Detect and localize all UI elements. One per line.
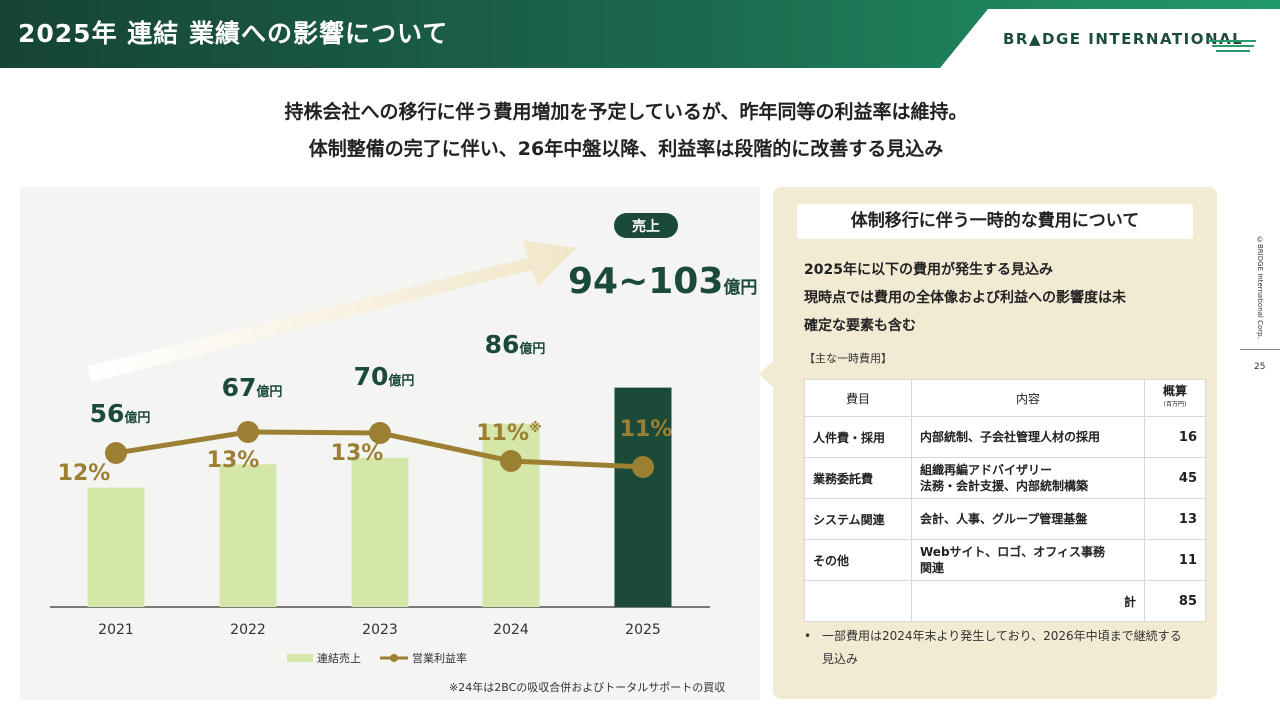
header-amount: 概算 (百万円): [1144, 379, 1206, 417]
tick-label-2023: 2023: [362, 622, 398, 638]
bar-2025: [614, 387, 672, 607]
tick-label-2021: 2021: [98, 622, 134, 638]
margin-point-2025: [632, 456, 654, 478]
description-line: 現時点では費用の全体像および利益への影響度は未: [804, 290, 1126, 306]
description-line: 確定な要素も含む: [804, 318, 916, 334]
bar-value-label: 67億円: [222, 373, 283, 402]
bar-value-label: 70億円: [354, 362, 415, 391]
lead-line-1: 持株会社への移行に伴う費用増加を予定しているが、昨年同等の利益率は維持。: [284, 101, 968, 123]
total-label: 計: [911, 580, 1145, 622]
tick-label-2022: 2022: [230, 622, 266, 638]
row-content: Webサイト、ロゴ、オフィス事務 関連: [911, 539, 1145, 581]
row-content: 組織再編アドバイザリー 法務・会計支援、内部統制構築: [911, 457, 1145, 499]
bullet-icon: •: [804, 629, 812, 643]
row-item: 業務委託費: [804, 457, 912, 499]
bar-2021: [87, 487, 145, 607]
margin-label: 11%: [620, 417, 673, 442]
description-line: 2025年に以下の費用が発生する見込み: [804, 262, 1053, 278]
legend-bar-swatch: [287, 654, 313, 662]
cost-table: 費目 内容 概算 (百万円) 人件費・採用 内部統制、子会社管理人材の採用 16 業務委…: [804, 379, 1206, 622]
table-row: 業務委託費 組織再編アドバイザリー 法務・会計支援、内部統制構築 45: [804, 457, 1206, 499]
row-content: 内部統制、子会社管理人材の採用: [911, 416, 1145, 458]
row-item: その他: [804, 539, 912, 581]
row-amount: 45: [1144, 457, 1206, 499]
row-item: 人件費・採用: [804, 416, 912, 458]
divider: [1240, 349, 1280, 350]
header-item: 費目: [804, 379, 912, 417]
margin-point-2022: [237, 421, 259, 443]
tick-label-2025: 2025: [625, 622, 661, 638]
margin-label: 12%: [58, 461, 111, 486]
bar-value-label: 56億円: [90, 399, 151, 428]
cost-table-heading: 【主な一時費用】: [804, 352, 892, 365]
logo-panel: [940, 9, 1280, 68]
row-amount: 11: [1144, 539, 1206, 581]
chart-footnote: ※24年は2BCの吸収合併およびトータルサポートの買収: [449, 681, 726, 694]
header-amount-label: 概算: [1162, 384, 1187, 398]
trend-arrow-icon: [88, 240, 577, 382]
bar-value-label: 86億円: [485, 330, 546, 359]
margin-point-2024: [500, 450, 522, 472]
bar-2022: [219, 464, 277, 607]
bar-2023: [351, 457, 409, 607]
page-title: 2025年 連結 業績への影響について: [18, 19, 449, 48]
margin-label: 13%: [207, 448, 260, 473]
table-row: システム関連 会計、人事、グループ管理基盤 13: [804, 498, 1206, 540]
cost-note-text: 一部費用は2024年末より発生しており、2026年中頃まで継続する見込み: [822, 629, 1182, 666]
legend-line-marker: [390, 654, 398, 662]
table-header-row: 費目 内容 概算 (百万円): [804, 379, 1206, 417]
table-row: 人件費・採用 内部統制、子会社管理人材の採用 16: [804, 416, 1206, 458]
page-number: 25: [1254, 362, 1266, 372]
header-amount-unit: (百万円): [1163, 401, 1187, 408]
forecast-badge-label: 売上: [632, 218, 660, 235]
copyright-text: ©BRIDGE International Corp.: [1256, 236, 1264, 339]
margin-point-2021: [105, 442, 127, 464]
row-amount: 13: [1144, 498, 1206, 540]
cost-panel-description: 2025年に以下の費用が発生する見込み 現時点では費用の全体像および利益への影響…: [804, 256, 1126, 340]
logo-lines-icon: [1208, 40, 1256, 55]
company-logo: BR▲DGE INTERNATIONAL: [1003, 30, 1244, 48]
margin-label: 13%: [331, 441, 384, 466]
tick-label-2024: 2024: [493, 622, 529, 638]
legend-label-revenue: 連結売上: [317, 651, 361, 665]
forecast-value: 94~103億円: [568, 261, 757, 302]
cost-panel-title: 体制移行に伴う一時的な費用について: [797, 204, 1193, 239]
table-row: その他 Webサイト、ロゴ、オフィス事務 関連 11: [804, 539, 1206, 581]
margin-point-2023: [369, 422, 391, 444]
forecast-badge: [614, 213, 678, 238]
total-amount: 85: [1144, 580, 1206, 622]
row-item: システム関連: [804, 498, 912, 540]
header-content: 内容: [911, 379, 1145, 417]
lead-line-2: 体制整備の完了に伴い、26年中盤以降、利益率は段階的に改善する見込み: [308, 138, 944, 160]
row-amount: 16: [1144, 416, 1206, 458]
panel-pointer: [759, 360, 774, 388]
row-content: 会計、人事、グループ管理基盤: [911, 498, 1145, 540]
table-total-row: 計 85: [804, 580, 1206, 622]
legend-label-margin: 営業利益率: [412, 651, 467, 665]
